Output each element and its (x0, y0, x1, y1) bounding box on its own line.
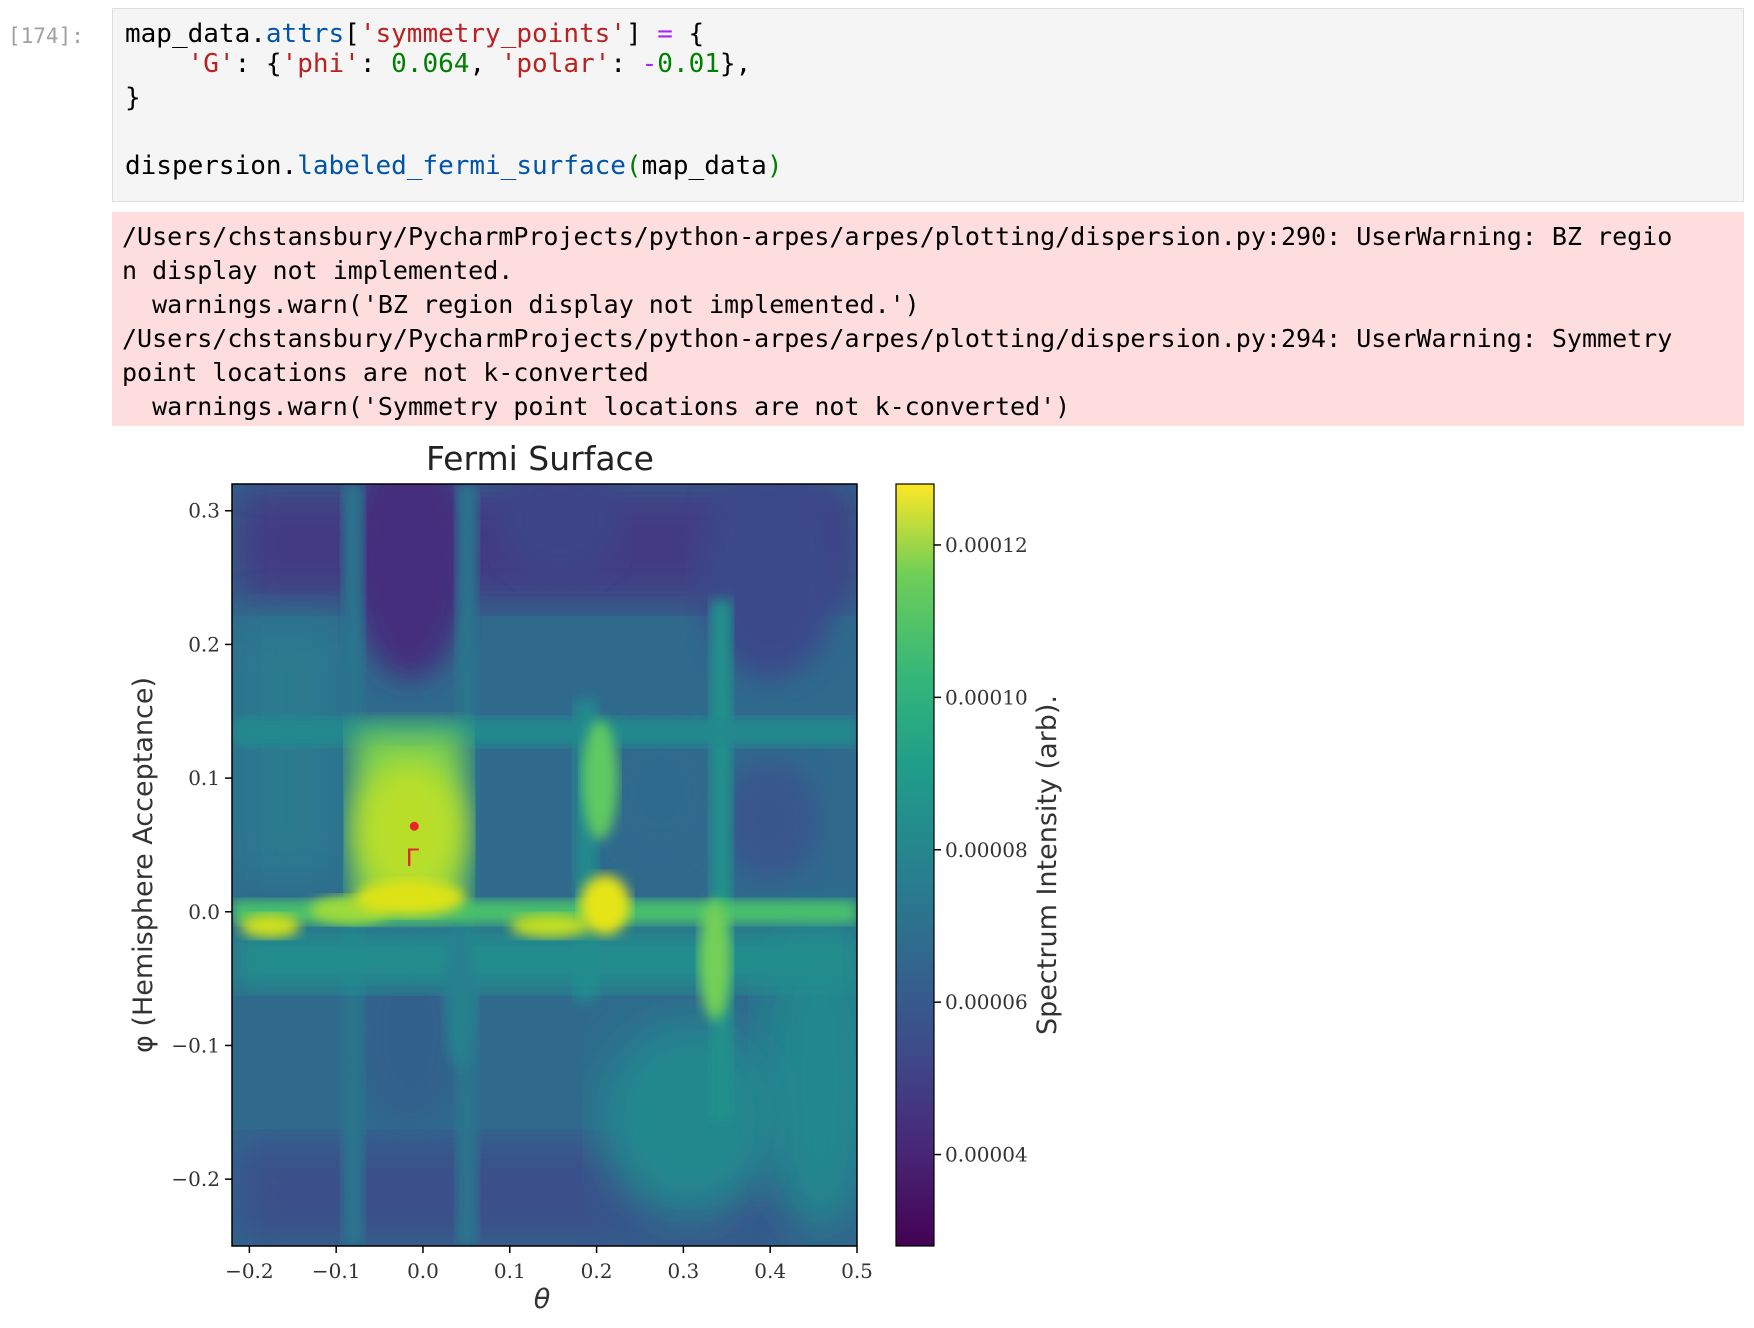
x-tick-label: 0.3 (667, 1259, 699, 1283)
colorbar (895, 483, 935, 1247)
y-axis-ticks: −0.2 −0.1 0.0 0.1 0.2 0.3 (171, 499, 232, 1191)
x-axis-label: θ (534, 1284, 551, 1315)
plot-frame (231, 483, 858, 1247)
colorbar-tick-label: 0.00008 (945, 838, 1028, 862)
colorbar-label: Spectrum Intensity (arb). (1032, 695, 1063, 1035)
x-tick-label: 0.2 (581, 1259, 613, 1283)
colorbar-ticks: 0.00004 0.00006 0.00008 0.00010 0.00012 (934, 533, 1028, 1167)
colorbar-tick-label: 0.00010 (945, 685, 1028, 709)
chart-title: Fermi Surface (426, 439, 654, 478)
y-tick-label: −0.1 (171, 1033, 220, 1057)
code-line-5: dispersion.labeled_fermi_surface(map_dat… (125, 151, 783, 181)
heatmap-image (232, 484, 857, 1246)
x-tick-label: −0.1 (312, 1259, 361, 1283)
y-tick-label: −0.2 (171, 1167, 220, 1191)
x-axis-ticks: −0.2 −0.1 0.0 0.1 0.2 0.3 0.4 0.5 (225, 1246, 873, 1283)
x-tick-label: −0.2 (225, 1259, 274, 1283)
stderr-line: /Users/chstansbury/PycharmProjects/pytho… (122, 222, 1673, 251)
stderr-line: warnings.warn('BZ region display not imp… (122, 290, 920, 319)
code-line-3: } (125, 83, 141, 113)
cell-prompt: [174]: (8, 24, 84, 48)
symmetry-point-label: Γ (406, 844, 420, 872)
code-line-2: 'G': {'phi': 0.064, 'polar': -0.01}, (187, 49, 752, 79)
symmetry-point-gamma: Γ (406, 821, 420, 872)
colorbar-tick-label: 0.00004 (945, 1143, 1028, 1167)
colorbar-tick-label: 0.00006 (945, 990, 1028, 1014)
y-tick-label: 0.0 (188, 900, 220, 924)
stderr-line: /Users/chstansbury/PycharmProjects/pytho… (122, 324, 1673, 353)
x-tick-label: 0.4 (754, 1259, 786, 1283)
y-axis-label: φ (Hemisphere Acceptance) (128, 677, 159, 1053)
symmetry-point-marker (409, 821, 419, 831)
stderr-line: warnings.warn('Symmetry point locations … (122, 392, 1071, 421)
stderr-line: n display not implemented. (122, 256, 514, 285)
colorbar-tick-label: 0.00012 (945, 533, 1028, 557)
y-tick-label: 0.1 (188, 766, 220, 790)
code-line-1: map_data.attrs['symmetry_points'] = { (125, 19, 705, 49)
x-tick-label: 0.1 (494, 1259, 526, 1283)
stderr-line: point locations are not k-converted (122, 358, 649, 387)
stderr-output: /Users/chstansbury/PycharmProjects/pytho… (112, 212, 1744, 426)
x-tick-label: 0.0 (407, 1259, 439, 1283)
y-tick-label: 0.2 (188, 632, 220, 656)
x-tick-label: 0.5 (841, 1259, 873, 1283)
y-tick-label: 0.3 (188, 499, 220, 523)
code-cell-editor[interactable]: map_data.attrs['symmetry_points'] = { 'G… (112, 8, 1744, 202)
